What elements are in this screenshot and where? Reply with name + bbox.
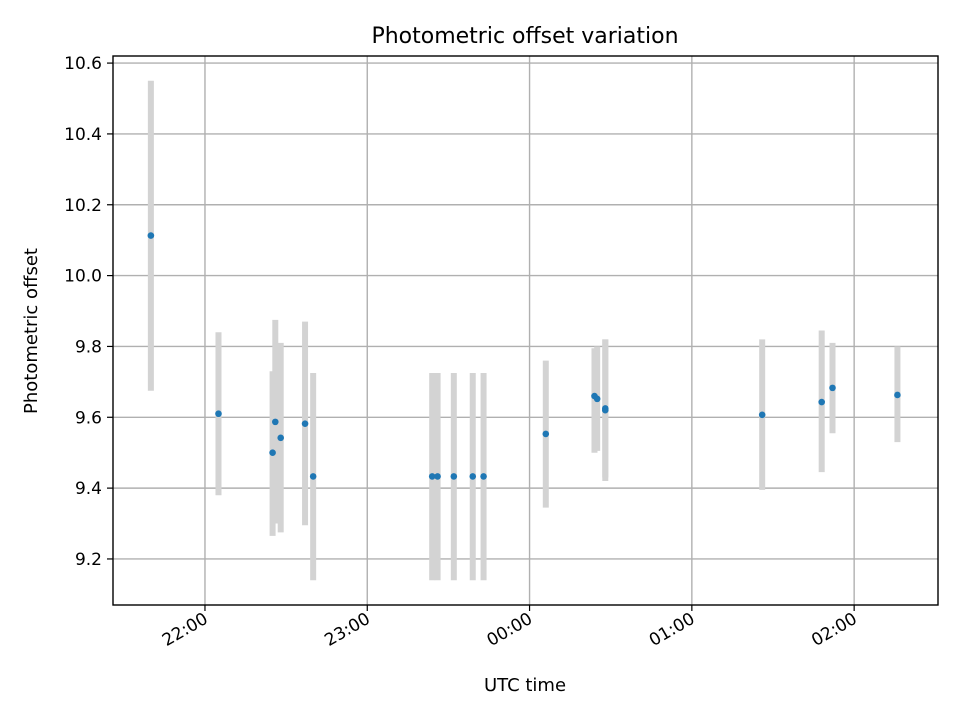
data-point <box>215 410 222 418</box>
data-point <box>269 449 276 456</box>
data-point <box>271 418 279 426</box>
y-tick-label: 9.4 <box>75 479 102 499</box>
y-tick-label: 10.4 <box>64 125 102 145</box>
chart-title: Photometric offset variation <box>371 24 678 49</box>
y-axis-label: Photometric offset <box>21 248 42 414</box>
data-point <box>829 384 836 392</box>
y-tick-label: 9.6 <box>75 408 102 428</box>
y-axis-ticks: 9.2 9.4 9.6 9.8 10.0 10.2 10.4 10.6 <box>64 54 113 570</box>
data-point <box>480 473 487 480</box>
y-tick-label: 10.0 <box>64 267 102 287</box>
plot-frame <box>112 55 939 606</box>
data-point <box>469 473 477 480</box>
data-point <box>301 420 309 427</box>
y-tick-label: 9.8 <box>75 337 102 357</box>
y-tick-label: 10.6 <box>64 54 102 74</box>
data-points <box>147 232 901 480</box>
data-point <box>894 391 901 399</box>
y-tick-label: 9.2 <box>75 550 102 570</box>
data-point <box>601 405 609 412</box>
data-point <box>277 434 285 442</box>
data-point <box>147 232 155 239</box>
data-point <box>758 411 766 419</box>
grid-lines <box>113 56 938 605</box>
data-point <box>542 430 550 438</box>
y-tick-label: 10.2 <box>64 196 102 216</box>
data-point <box>818 398 825 406</box>
data-point <box>450 473 458 480</box>
x-axis-label: UTC time <box>484 675 566 696</box>
data-point <box>593 395 601 403</box>
data-point <box>309 473 317 480</box>
data-point <box>428 473 436 480</box>
data-point <box>434 473 441 480</box>
